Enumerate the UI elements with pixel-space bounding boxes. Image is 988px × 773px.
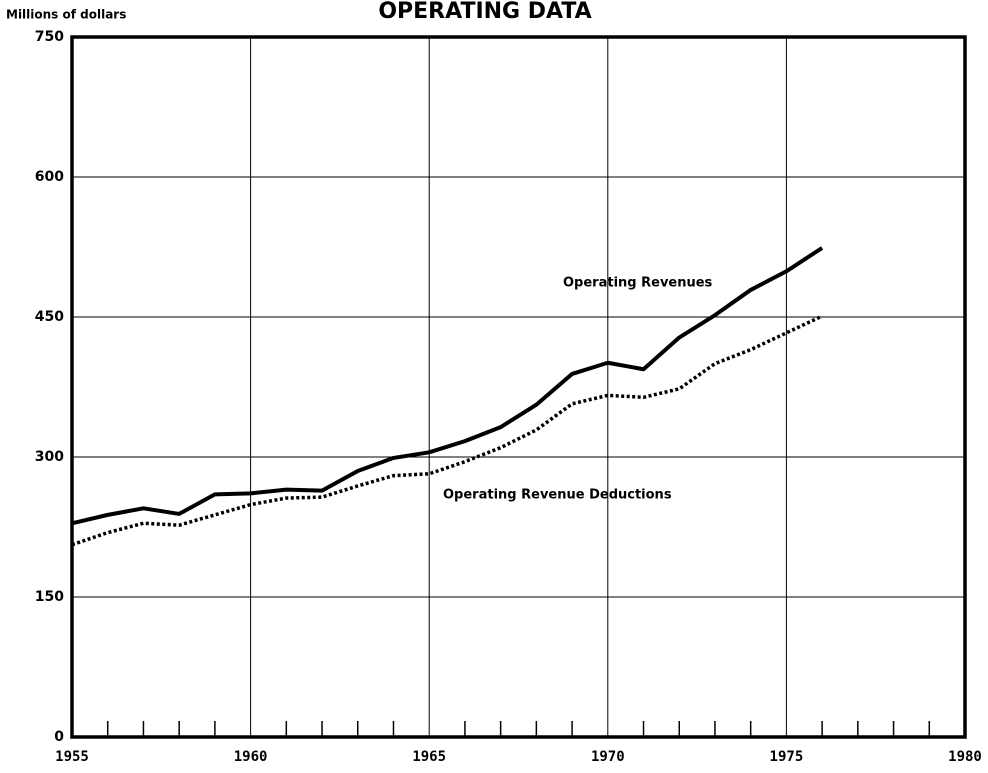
y-tick-label: 450 [35,309,64,325]
y-axis-label: Millions of dollars [6,8,126,22]
y-tick-label: 300 [35,449,64,465]
x-tick-label: 1965 [412,749,446,765]
data-line [71,246,824,526]
y-tick-label: 600 [35,169,64,185]
x-tick-label: 1955 [55,749,89,765]
plot-border [70,35,967,739]
x-tick-label: 1970 [591,749,625,765]
y-tick-label: 750 [35,29,64,45]
y-tick-label: 0 [54,729,64,745]
x-tick-label: 1975 [770,749,804,765]
series-label: Operating Revenue Deductions [443,488,672,503]
x-tick-label: 1980 [948,749,982,765]
series-label: Operating Revenues [563,276,713,291]
data-line [71,314,823,547]
x-tick-label: 1960 [234,749,268,765]
y-tick-label: 150 [35,589,64,605]
chart-title: OPERATING DATA [378,0,591,24]
